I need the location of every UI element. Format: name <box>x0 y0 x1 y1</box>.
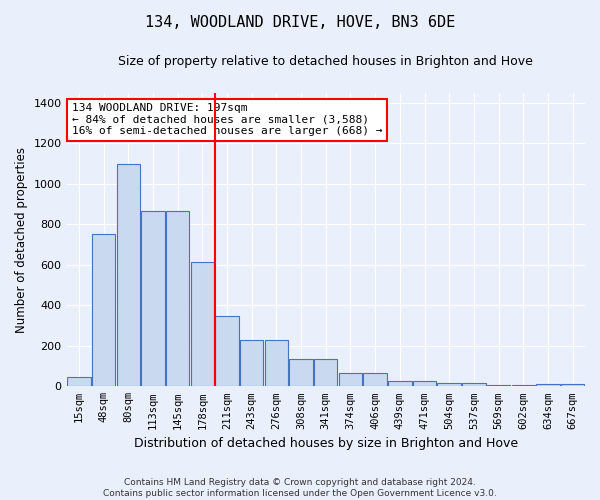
Bar <box>141 210 164 386</box>
Bar <box>536 384 560 386</box>
Bar <box>413 381 436 386</box>
Bar <box>116 164 140 386</box>
Y-axis label: Number of detached properties: Number of detached properties <box>15 146 28 332</box>
Bar <box>364 373 387 386</box>
Bar <box>388 381 412 386</box>
Bar <box>314 359 337 386</box>
Bar <box>92 234 115 386</box>
Text: 134, WOODLAND DRIVE, HOVE, BN3 6DE: 134, WOODLAND DRIVE, HOVE, BN3 6DE <box>145 15 455 30</box>
Bar <box>462 382 485 386</box>
Bar <box>437 382 461 386</box>
Bar <box>240 340 263 386</box>
Bar <box>191 262 214 386</box>
X-axis label: Distribution of detached houses by size in Brighton and Hove: Distribution of detached houses by size … <box>134 437 518 450</box>
Bar <box>166 210 190 386</box>
Bar <box>339 373 362 386</box>
Bar <box>289 359 313 386</box>
Bar <box>67 377 91 386</box>
Text: Contains HM Land Registry data © Crown copyright and database right 2024.
Contai: Contains HM Land Registry data © Crown c… <box>103 478 497 498</box>
Bar <box>215 316 239 386</box>
Text: 134 WOODLAND DRIVE: 197sqm
← 84% of detached houses are smaller (3,588)
16% of s: 134 WOODLAND DRIVE: 197sqm ← 84% of deta… <box>72 103 382 136</box>
Title: Size of property relative to detached houses in Brighton and Hove: Size of property relative to detached ho… <box>118 55 533 68</box>
Bar <box>265 340 288 386</box>
Bar <box>561 384 584 386</box>
